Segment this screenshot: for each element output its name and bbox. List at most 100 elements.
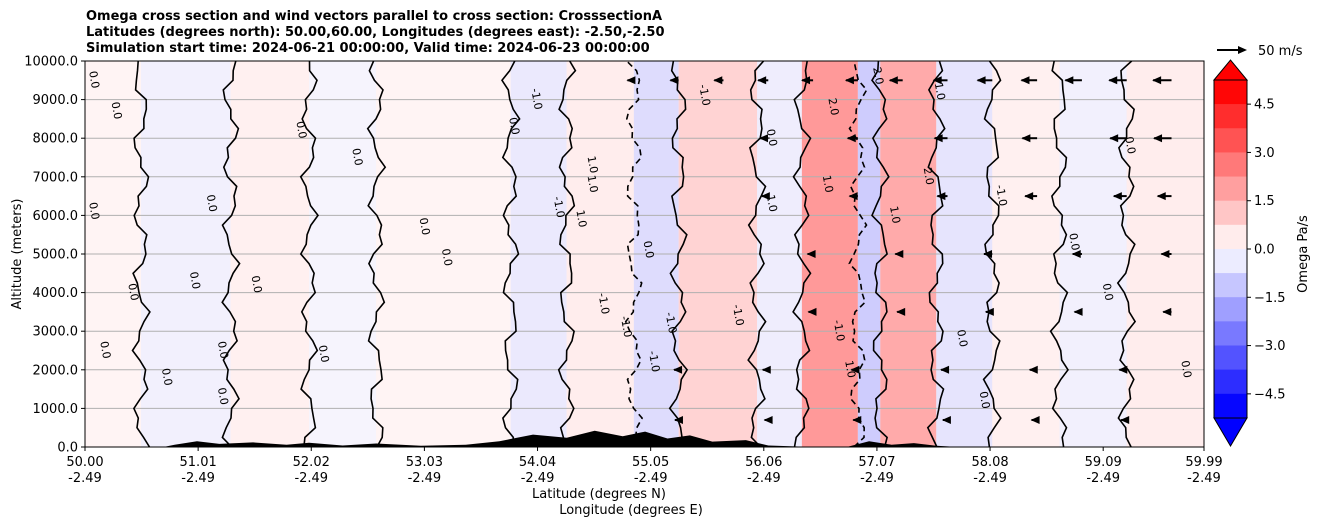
- wind-vector-26: [894, 250, 904, 258]
- contour-line-5: [501, 61, 521, 447]
- terrain: [85, 430, 1204, 447]
- wind-vector-head: [1160, 250, 1170, 258]
- x-tick-label-lat-1: 51.01: [180, 455, 217, 470]
- contour-label-42: 0.0: [1122, 136, 1138, 155]
- wind-vector-28: [1071, 250, 1082, 258]
- colorbar-band-6: [1214, 224, 1247, 249]
- wind-vector-head: [941, 415, 951, 424]
- x-tick-label-lon-0: -2.49: [68, 471, 102, 486]
- wind-vector-head: [673, 365, 683, 374]
- contour-label-19: 1.0: [585, 174, 601, 193]
- contour-line-10: [792, 61, 812, 447]
- wind-vector-39: [1028, 365, 1038, 374]
- contour-line-4: [366, 61, 387, 447]
- wind-vector-18: [1153, 134, 1172, 143]
- wind-vector-head: [888, 76, 898, 85]
- y-tick-label-7: 7000.0: [33, 170, 79, 185]
- wind-vector-3: [757, 76, 769, 85]
- contour-label-24: -1.0: [618, 315, 635, 338]
- contour-line-16: [1116, 61, 1137, 447]
- x-tick-label-lat-3: 53.03: [406, 455, 443, 470]
- contour-label-0: 0.0: [86, 70, 102, 89]
- wind-vector-32: [984, 307, 994, 316]
- contour-label-36: 2.0: [870, 66, 886, 85]
- chart-title-line-1: Omega cross section and wind vectors par…: [86, 9, 663, 24]
- wind-vector-head: [1073, 307, 1083, 316]
- colorbar-tick-label-5: −3.0: [1254, 339, 1286, 354]
- contour-label-29: 0.0: [764, 128, 780, 147]
- x-tick-label-lon-1: -2.49: [181, 471, 215, 486]
- wind-vector-29: [1160, 250, 1172, 258]
- wind-vector-42: [763, 415, 773, 424]
- contour-line-13: [926, 61, 946, 447]
- contour-label-11: 0.0: [215, 340, 231, 359]
- wind-vector-45: [1030, 415, 1040, 424]
- wind-vector-23: [1112, 192, 1127, 201]
- wind-vector-head: [801, 76, 811, 85]
- wind-vector-6: [888, 76, 903, 85]
- y-tick-label-2: 2000.0: [33, 363, 79, 378]
- y-tick-label-8: 8000.0: [33, 132, 79, 147]
- wind-vector-16: [1021, 134, 1038, 143]
- colorbar-tick-label-2: 1.5: [1254, 194, 1275, 209]
- wind-vector-head: [1156, 192, 1166, 201]
- x-tick-label-lon-4: -2.49: [521, 471, 555, 486]
- wind-vector-head: [848, 192, 858, 201]
- contour-label-33: 1.0: [842, 359, 858, 378]
- contour-label-9: 0.0: [125, 282, 141, 301]
- wind-vector-11: [1108, 76, 1127, 85]
- colorbar: 4.5 3.0 1.5 0.0 −1.5 −3.0 −4.5 Omega Pa/s: [1212, 59, 1311, 447]
- contour-label-4: 0.0: [204, 193, 220, 212]
- wind-vector-head: [1152, 76, 1162, 85]
- contour-label-8: 0.0: [249, 275, 265, 294]
- colorbar-extend-max: [1212, 59, 1249, 81]
- colorbar-label: Omega Pa/s: [1296, 215, 1311, 293]
- wind-vector-head: [758, 134, 768, 143]
- x-tick-label-lon-8: -2.49: [973, 471, 1007, 486]
- contour-label-26: -1.0: [646, 350, 663, 373]
- wind-vector-5: [844, 76, 858, 85]
- wind-vector-head: [1153, 134, 1163, 143]
- contour-label-27: -1.0: [730, 303, 747, 326]
- contour-line-7: [624, 61, 644, 447]
- wind-vector-head: [896, 307, 906, 316]
- wind-vector-head: [669, 76, 679, 85]
- wind-vector-head: [760, 192, 770, 201]
- contour-label-44: 0.0: [954, 329, 970, 348]
- wind-vector-head: [713, 76, 723, 85]
- contour-label-2: 0.0: [293, 120, 309, 139]
- wind-vector-head: [626, 76, 636, 85]
- y-tick-label-0: 0.0: [57, 441, 78, 456]
- contour-label-41: 0.0: [1100, 282, 1116, 301]
- x-tick-label-lat-5: 55.05: [632, 455, 669, 470]
- colorbar-band-9: [1214, 297, 1247, 322]
- colorbar-band-3: [1214, 152, 1247, 177]
- wind-vector-2: [713, 76, 724, 85]
- wind-vector-33: [1073, 307, 1083, 316]
- contour-line-12: [871, 61, 890, 447]
- x-tick-label-lat-0: 50.00: [66, 455, 103, 470]
- contour-label-10: 0.0: [187, 271, 203, 290]
- quiver-key: 50 m/s: [1217, 44, 1303, 59]
- wind-vector-21: [936, 192, 948, 201]
- wind-vector-head: [894, 250, 904, 258]
- wind-vector-head: [850, 365, 860, 374]
- contour-label-20: -1.0: [551, 195, 568, 218]
- colorbar-tick-label-6: −4.5: [1254, 387, 1286, 402]
- wind-vector-head: [1020, 76, 1030, 85]
- wind-vector-head: [673, 415, 683, 424]
- colorbar-bands: [1214, 80, 1247, 418]
- wind-vector-head: [1118, 365, 1128, 374]
- wind-vector-head: [1109, 134, 1119, 143]
- x-tick-label-lat-6: 56.06: [745, 455, 782, 470]
- contour-label-30: 1.0: [764, 193, 780, 212]
- wind-vector-8: [976, 76, 993, 85]
- x-tick-label-lon-5: -2.49: [634, 471, 668, 486]
- contour-label-1: 0.0: [109, 101, 125, 120]
- colorbar-band-4: [1214, 176, 1247, 201]
- colorbar-band-7: [1214, 249, 1247, 274]
- colorbar-band-1: [1214, 104, 1247, 129]
- contour-label-34: 1.0: [887, 205, 903, 224]
- wind-vector-12: [1152, 76, 1172, 85]
- wind-vector-head: [761, 365, 771, 374]
